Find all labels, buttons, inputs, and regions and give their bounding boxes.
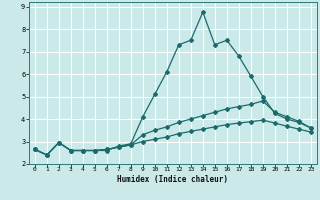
X-axis label: Humidex (Indice chaleur): Humidex (Indice chaleur) — [117, 175, 228, 184]
